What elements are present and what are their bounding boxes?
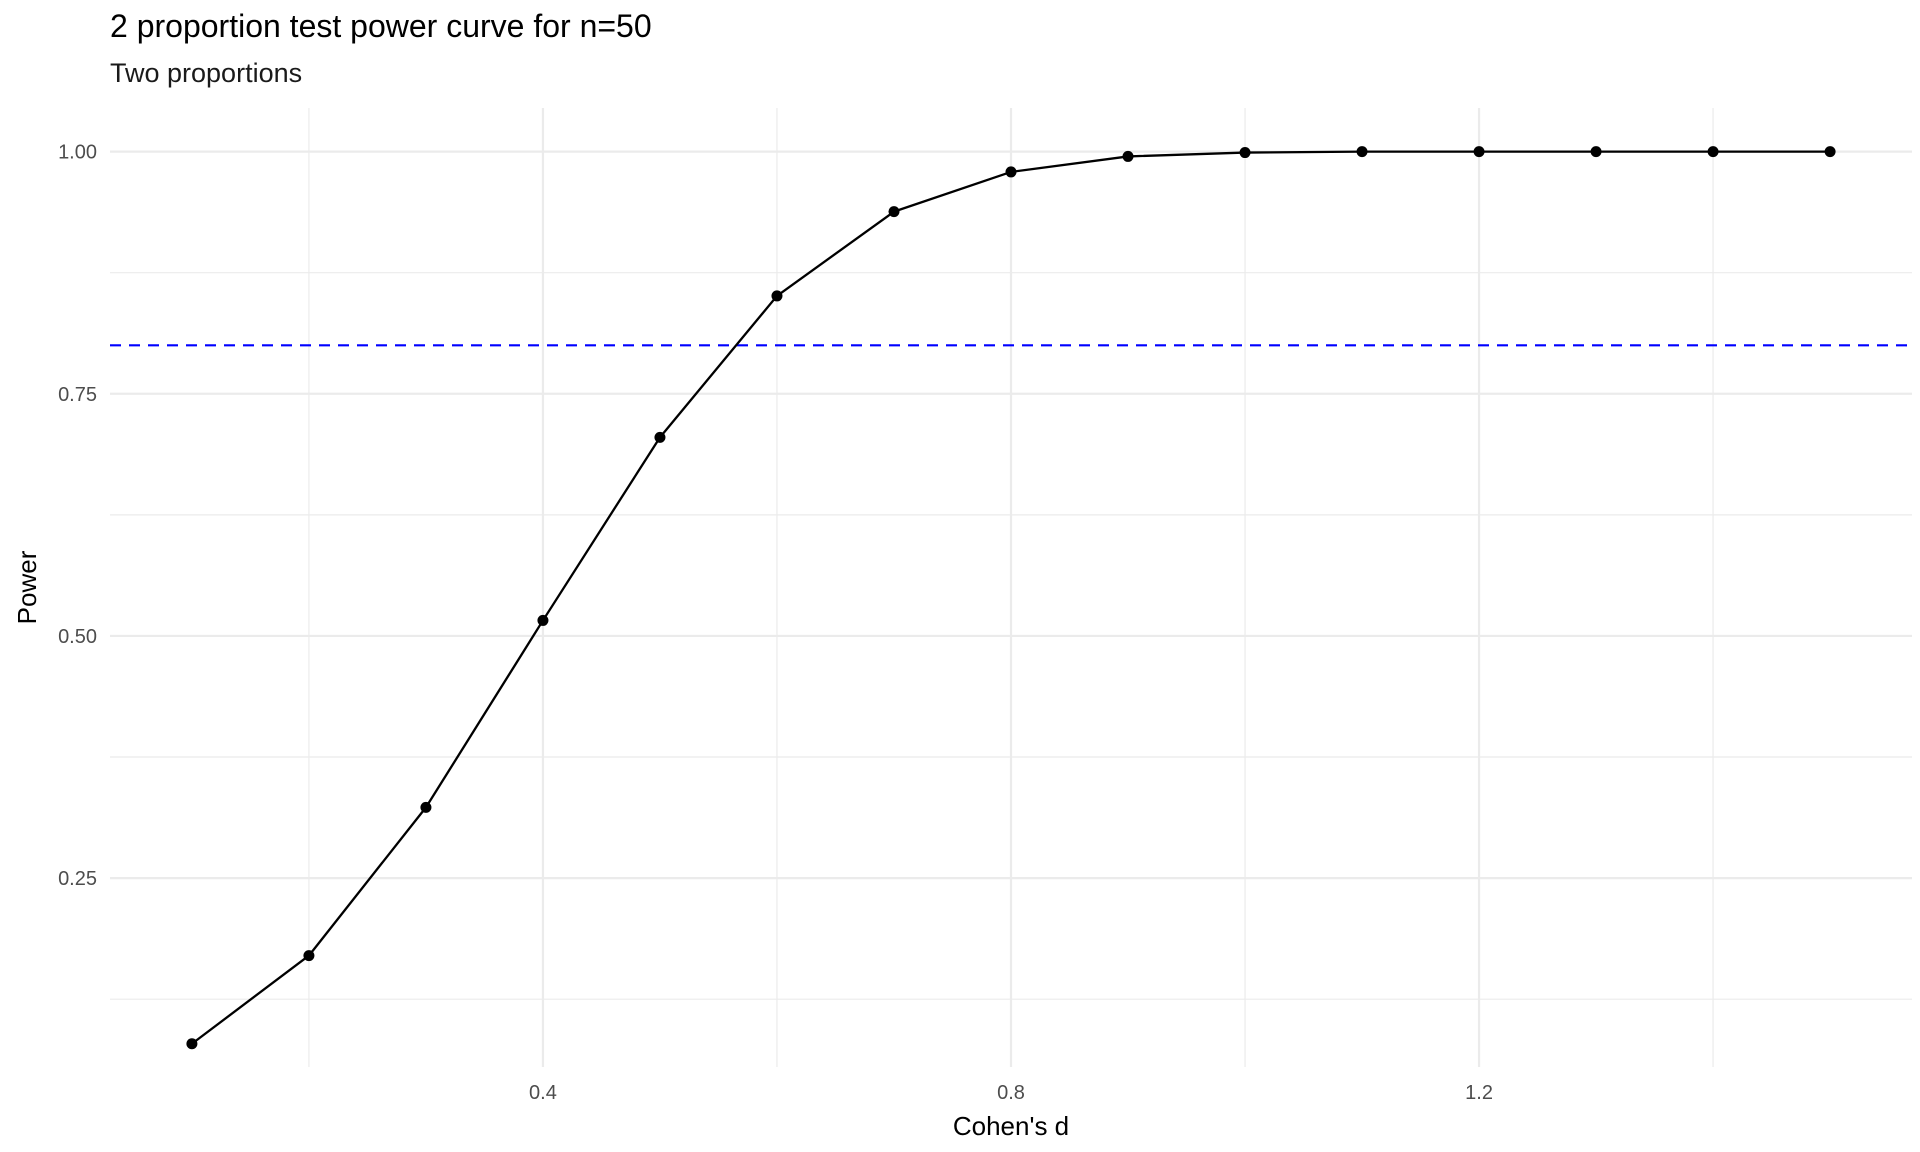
- major-gridlines: [110, 108, 1912, 1067]
- y-tick-label: 0.50: [58, 626, 97, 648]
- data-point: [1005, 166, 1017, 178]
- data-point: [888, 206, 900, 218]
- y-tick-label: 0.25: [58, 868, 97, 890]
- data-point: [771, 290, 783, 302]
- data-point: [1122, 150, 1134, 162]
- x-tick-label: 0.4: [529, 1082, 557, 1104]
- x-axis-title: Cohen's d: [953, 1111, 1069, 1141]
- data-point: [1239, 147, 1251, 159]
- y-axis-tick-labels: 0.25 0.50 0.75 1.00: [58, 142, 97, 891]
- y-axis-title: Power: [12, 550, 42, 624]
- data-point: [186, 1038, 198, 1050]
- chart-subtitle: Two proportions: [110, 58, 303, 88]
- x-tick-label: 1.2: [1465, 1082, 1493, 1104]
- data-point: [1707, 146, 1719, 158]
- x-axis-tick-labels: 0.4 0.8 1.2: [529, 1082, 1493, 1104]
- data-point: [1590, 146, 1602, 158]
- data-point: [420, 801, 432, 813]
- data-point: [537, 614, 549, 626]
- data-point: [1473, 146, 1485, 158]
- chart-title: 2 proportion test power curve for n=50: [110, 8, 652, 44]
- y-tick-label: 1.00: [58, 142, 97, 164]
- data-point: [654, 431, 666, 443]
- series-points: [186, 146, 1836, 1050]
- data-point: [1356, 146, 1368, 158]
- y-tick-label: 0.75: [58, 384, 97, 406]
- x-tick-label: 0.8: [997, 1082, 1025, 1104]
- data-point: [303, 950, 315, 962]
- data-point: [1824, 146, 1836, 158]
